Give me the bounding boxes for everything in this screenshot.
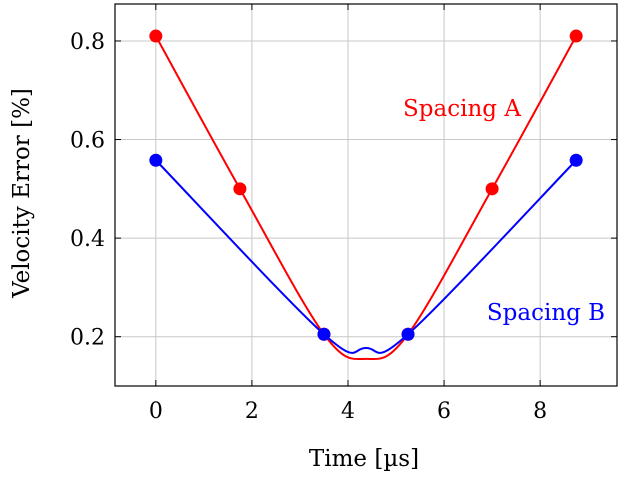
plot-frame bbox=[114, 3, 618, 387]
data-point-spacing-b bbox=[569, 153, 583, 167]
x-tick-label: 8 bbox=[533, 399, 547, 424]
x-tick-label: 6 bbox=[437, 399, 451, 424]
x-tick-label: 4 bbox=[341, 399, 355, 424]
series-label-spacing-a: Spacing A bbox=[403, 96, 521, 122]
x-axis-label: Time [µs] bbox=[309, 446, 419, 472]
data-point-spacing-a bbox=[233, 182, 247, 196]
tick-labels: 0 2 4 6 8 0.2 0.4 0.6 0.8 bbox=[70, 4, 617, 424]
series-line-spacing-b bbox=[155, 159, 577, 354]
series-line-spacing-a bbox=[154, 35, 578, 361]
data-point-spacing-b bbox=[401, 327, 415, 341]
y-tick-label: 0.4 bbox=[70, 227, 105, 252]
y-tick-label: 0.2 bbox=[70, 326, 105, 351]
series-layer bbox=[149, 29, 583, 361]
data-point-spacing-a bbox=[149, 29, 163, 43]
data-point-spacing-a bbox=[569, 29, 583, 43]
plot-border bbox=[114, 3, 618, 387]
data-point-spacing-a bbox=[485, 182, 499, 196]
grid bbox=[115, 4, 617, 386]
series-label-spacing-b: Spacing B bbox=[487, 300, 605, 326]
x-tick-label: 2 bbox=[245, 399, 259, 424]
x-tick-label: 0 bbox=[149, 399, 163, 424]
y-tick-label: 0.6 bbox=[70, 129, 105, 154]
data-point-spacing-b bbox=[149, 153, 163, 167]
y-tick-label: 0.8 bbox=[70, 30, 105, 55]
data-point-spacing-b bbox=[317, 327, 331, 341]
y-axis-label: Velocity Error [%] bbox=[9, 88, 35, 299]
